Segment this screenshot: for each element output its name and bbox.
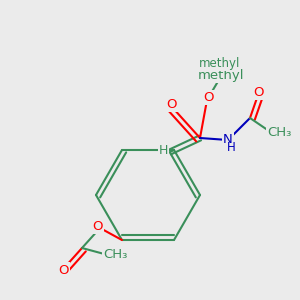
Text: H: H <box>159 144 168 157</box>
Text: H: H <box>227 141 236 154</box>
Text: methyl: methyl <box>197 69 244 82</box>
Text: CH₃: CH₃ <box>267 127 292 140</box>
Text: O: O <box>92 220 103 233</box>
Text: O: O <box>58 263 69 277</box>
Text: O: O <box>203 91 214 104</box>
Text: O: O <box>166 98 177 111</box>
Text: methyl: methyl <box>199 58 241 70</box>
Text: O: O <box>253 86 264 99</box>
Text: N: N <box>223 133 233 146</box>
Text: CH₃: CH₃ <box>103 248 128 262</box>
